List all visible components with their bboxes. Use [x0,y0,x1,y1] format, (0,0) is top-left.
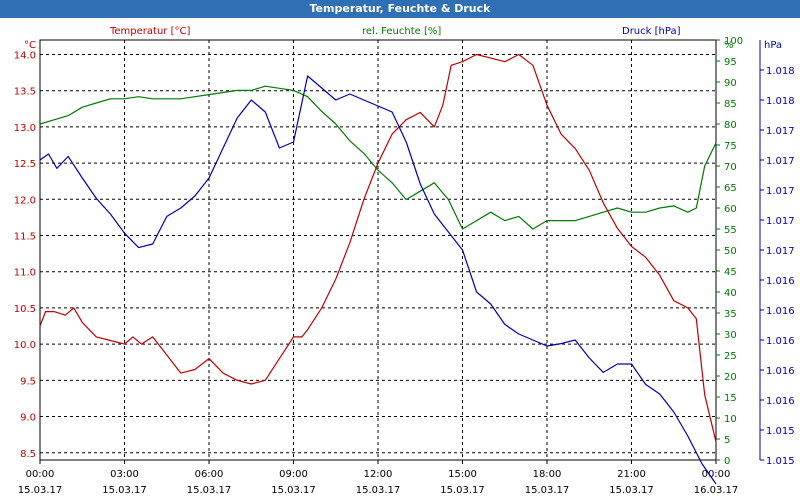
humidity-tick-label: 40 [724,288,737,299]
pressure-tick-label: 1.018 [766,66,795,77]
humidity-line [39,85,717,230]
x-tick-date-label: 15.03.17 [187,485,232,496]
left-axis-unit: °C [24,40,36,51]
temperature-line [39,53,717,443]
x-tick-time-label: 00:00 [702,469,731,480]
humidity-tick-label: 100 [724,36,743,47]
humidity-tick-label: 95 [724,57,737,68]
pressure-tick-label: 1.015 [766,456,795,467]
pressure-line [39,75,717,485]
series [39,53,717,485]
left-tick-label: 10.5 [14,304,36,315]
x-tick-time-label: 03:00 [110,469,139,480]
x-tick-time-label: 06:00 [195,469,224,480]
humidity-tick-label: 90 [724,78,737,89]
pressure-series-label: Druck [hPa] [622,26,681,37]
chart-title: Temperatur, Feuchte & Druck [0,0,800,18]
pressure-axis-unit: hPa [764,40,782,51]
x-tick-date-label: 15.03.17 [609,485,654,496]
pressure-tick-label: 1.018 [766,96,795,107]
x-tick-time-label: 12:00 [364,469,393,480]
humidity-tick-label: 0 [724,456,730,467]
axes: 00:00 15.03.17 03:00 15.03.17 06:00 15.03.17 0… [14,36,795,496]
left-tick-label: 9.5 [20,376,36,387]
left-tick-label: 11.0 [14,268,36,279]
left-tick-label: 13.5 [14,87,36,98]
pressure-tick-label: 1.017 [766,186,795,197]
humidity-tick-label: 45 [724,267,737,278]
left-tick-label: 14.0 [14,50,36,61]
humidity-tick-label: 65 [724,183,737,194]
x-tick-date-label: 15.03.17 [525,485,570,496]
x-tick-date-label: 16.03.17 [694,485,739,496]
x-tick-date-label: 15.03.17 [18,485,63,496]
left-tick-label: 9.0 [20,413,36,424]
humidity-tick-label: 35 [724,309,737,320]
temperature-series-label: Temperatur [°C] [109,26,190,37]
left-tick-label: 8.5 [20,449,36,460]
humidity-tick-label: 15 [724,393,737,404]
left-tick-label: 12.0 [14,195,36,206]
humidity-tick-label: 55 [724,225,737,236]
pressure-tick-label: 1.016 [766,366,795,377]
x-tick-time-label: 21:00 [617,469,646,480]
x-tick-time-label: 18:00 [533,469,562,480]
humidity-tick-label: 20 [724,372,737,383]
humidity-axis-unit: % [724,40,734,51]
pressure-tick-label: 1.017 [766,246,795,257]
humidity-tick-label: 85 [724,99,737,110]
left-tick-label: 10.0 [14,340,36,351]
left-tick-label: 13.0 [14,123,36,134]
left-tick-label: 12.5 [14,159,36,170]
x-tick-date-label: 15.03.17 [440,485,485,496]
humidity-tick-label: 5 [724,435,730,446]
pressure-tick-label: 1.016 [766,336,795,347]
humidity-tick-label: 50 [724,246,737,257]
humidity-tick-label: 25 [724,351,737,362]
humidity-tick-label: 10 [724,414,737,425]
pressure-tick-label: 1.015 [766,426,795,437]
humidity-tick-label: 80 [724,120,737,131]
x-tick-time-label: 09:00 [279,469,308,480]
humidity-tick-label: 30 [724,330,737,341]
x-tick-date-label: 15.03.17 [356,485,401,496]
left-tick-label: 11.5 [14,232,36,243]
pressure-tick-label: 1.016 [766,306,795,317]
humidity-tick-label: 75 [724,141,737,152]
pressure-tick-label: 1.017 [766,216,795,227]
x-tick-date-label: 15.03.17 [102,485,147,496]
humidity-tick-label: 60 [724,204,737,215]
humidity-tick-label: 70 [724,162,737,173]
pressure-tick-label: 1.017 [766,156,795,167]
humidity-series-label: rel. Feuchte [%] [362,26,441,37]
x-tick-date-label: 15.03.17 [271,485,316,496]
x-tick-time-label: 00:00 [26,469,55,480]
pressure-tick-label: 1.017 [766,126,795,137]
pressure-tick-label: 1.016 [766,396,795,407]
x-tick-time-label: 15:00 [448,469,477,480]
pressure-tick-label: 1.016 [766,276,795,287]
